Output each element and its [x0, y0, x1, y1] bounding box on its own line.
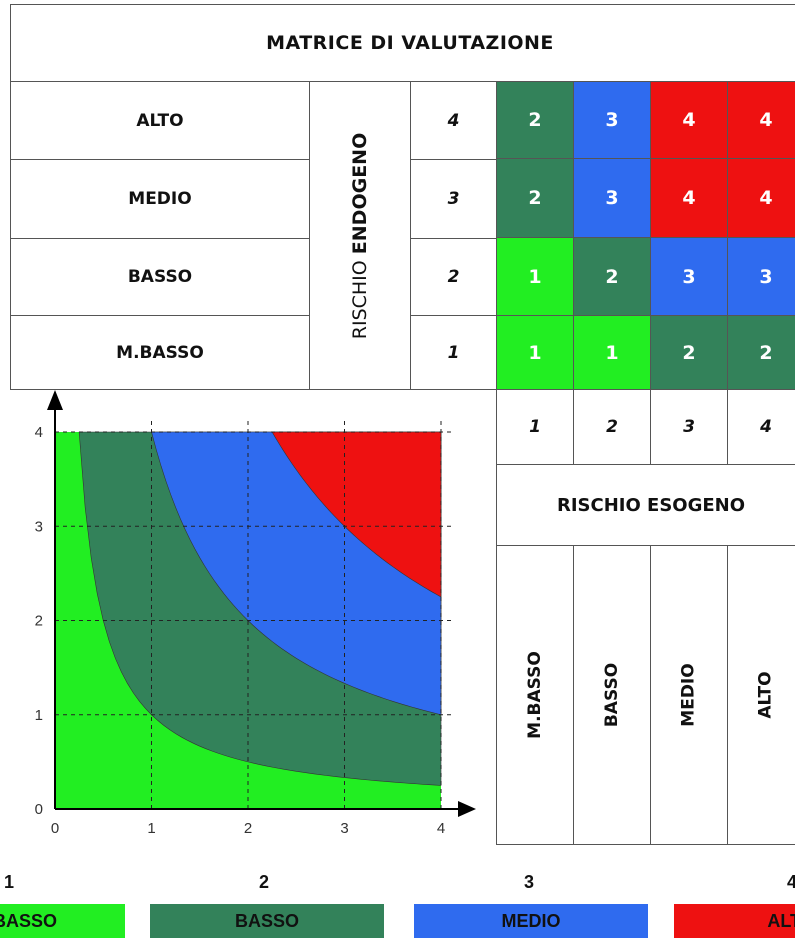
endo-axis-bold: ENDOGENO: [349, 132, 371, 254]
x-tick-label-2: 2: [244, 820, 252, 837]
eso-level-m-basso-text: M.BASSO: [525, 651, 546, 739]
endo-scale-3: 3: [410, 159, 497, 239]
legend-num-1: 1: [4, 872, 15, 892]
x-tick-label-3: 3: [340, 820, 348, 837]
x-tick-label-4: 4: [437, 820, 445, 837]
endo-scale-1: 1: [410, 315, 497, 390]
matrix-cell-r2-c2: 3: [573, 158, 651, 238]
legend-num-4: 4: [787, 872, 795, 892]
y-tick-label-0: 0: [35, 801, 43, 818]
matrix-cell-r3-c2: 2: [573, 237, 651, 316]
matrix-cell-r3-c3: 3: [650, 237, 728, 316]
matrix-cell-r4-c3: 2: [650, 315, 728, 390]
eso-level-alto: ALTO: [727, 545, 795, 845]
matrix-cell-r4-c2: 1: [573, 315, 651, 390]
eso-level-medio-text: MEDIO: [678, 663, 699, 727]
matrix-cell-r1-c4: 4: [727, 81, 795, 159]
eso-scale-2: 2: [573, 389, 651, 465]
matrix-cell-r1-c2: 3: [573, 81, 651, 159]
matrix-cell-r1-c3: 4: [650, 81, 728, 159]
eso-scale-3: 3: [650, 389, 728, 465]
endo-axis-title-text: RISCHIO ENDOGENO: [349, 132, 371, 338]
matrix-cell-r3-c4: 3: [727, 237, 795, 316]
matrix-cell-r3-c1: 1: [496, 237, 574, 316]
endo-level-m-basso: M.BASSO: [10, 315, 310, 390]
legend-box-basso: BASSO: [150, 904, 384, 938]
endo-level-alto: ALTO: [10, 81, 310, 160]
legend-box-m-basso: M.BASSO: [0, 904, 125, 938]
eso-level-basso: BASSO: [573, 545, 651, 845]
endo-level-medio: MEDIO: [10, 159, 310, 239]
y-tick-label-2: 2: [35, 613, 43, 630]
legend-box-alto: ALTO: [674, 904, 795, 938]
x-tick-label-0: 0: [51, 820, 59, 837]
eso-level-basso-text: BASSO: [601, 662, 622, 728]
matrix-title: MATRICE DI VALUTAZIONE: [10, 4, 795, 82]
matrix-cell-r1-c1: 2: [496, 81, 574, 159]
risk-matrix: 2 3 4 4 2 3 4 4 1 2 3 3 1 1 2 2: [496, 81, 795, 390]
matrix-cell-r4-c4: 2: [727, 315, 795, 390]
chart-ticks: 0 1 2 3 4 0 1 2 3 4: [35, 424, 446, 837]
eso-scale-1: 1: [496, 389, 574, 465]
matrix-cell-r2-c3: 4: [650, 158, 728, 238]
eso-axis-title: RISCHIO ESOGENO: [496, 464, 795, 546]
matrix-cell-r4-c1: 1: [496, 315, 574, 390]
endo-scale-4: 4: [410, 81, 497, 160]
eso-scale-4: 4: [727, 389, 795, 465]
x-axis-arrow: [458, 801, 476, 817]
legend-num-2: 2: [259, 872, 270, 892]
matrix-cell-r2-c1: 2: [496, 158, 574, 238]
eso-level-medio: MEDIO: [650, 545, 728, 845]
endo-scale-2: 2: [410, 238, 497, 316]
eso-level-m-basso: M.BASSO: [496, 545, 574, 845]
y-tick-label-3: 3: [35, 518, 43, 535]
matrix-cell-r2-c4: 4: [727, 158, 795, 238]
y-axis-arrow: [47, 390, 63, 410]
legend-box-medio: MEDIO: [414, 904, 648, 938]
y-tick-label-1: 1: [35, 707, 43, 724]
region-level-4: [271, 431, 442, 598]
legend-num-3: 3: [524, 872, 535, 892]
risk-region-chart: 0 1 2 3 4 0 1 2 3 4: [35, 390, 476, 837]
chart-grid: [55, 418, 455, 809]
y-tick-label-4: 4: [35, 424, 43, 441]
endo-level-basso: BASSO: [10, 238, 310, 316]
chart-axes: [47, 390, 476, 817]
x-tick-label-1: 1: [147, 820, 155, 837]
endo-axis-title: RISCHIO ENDOGENO: [309, 81, 411, 390]
endo-axis-prefix: RISCHIO: [349, 253, 371, 339]
legend-bar: M.BASSO BASSO MEDIO ALTO: [0, 904, 795, 946]
eso-level-alto-text: ALTO: [755, 671, 776, 719]
